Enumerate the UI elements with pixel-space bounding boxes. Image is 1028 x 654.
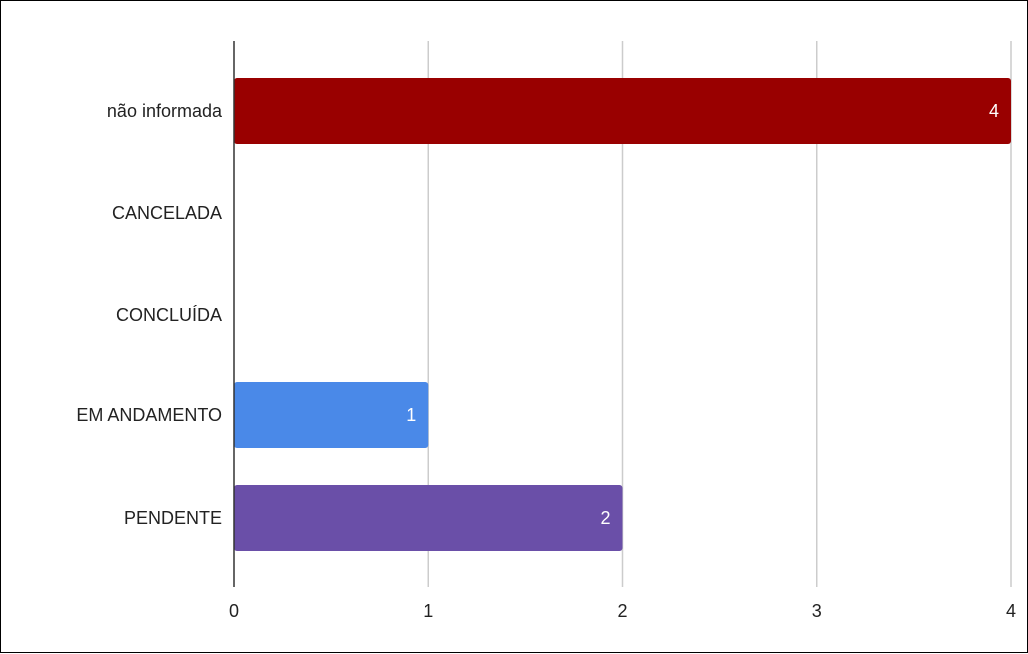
bars <box>234 78 1011 551</box>
labels: 0 1 2 3 4 4 não informada CANCELADA CONCLUÍDA 1 EM… <box>76 101 1016 621</box>
bar <box>234 78 1011 144</box>
category-label: EM ANDAMENTO <box>76 405 222 425</box>
category-label: CONCLUÍDA <box>116 305 222 325</box>
bar <box>234 485 623 551</box>
x-tick-label: 3 <box>812 601 822 621</box>
data-label: 4 <box>989 101 999 121</box>
data-label: 2 <box>600 508 610 528</box>
category-label: não informada <box>107 101 223 121</box>
x-tick-label: 2 <box>617 601 627 621</box>
category-label: PENDENTE <box>124 508 222 528</box>
bar <box>234 382 429 448</box>
x-tick-label: 1 <box>423 601 433 621</box>
x-tick-label: 4 <box>1006 601 1016 621</box>
x-tick-label: 0 <box>229 601 239 621</box>
category-label: CANCELADA <box>112 203 222 223</box>
data-label: 1 <box>406 405 416 425</box>
